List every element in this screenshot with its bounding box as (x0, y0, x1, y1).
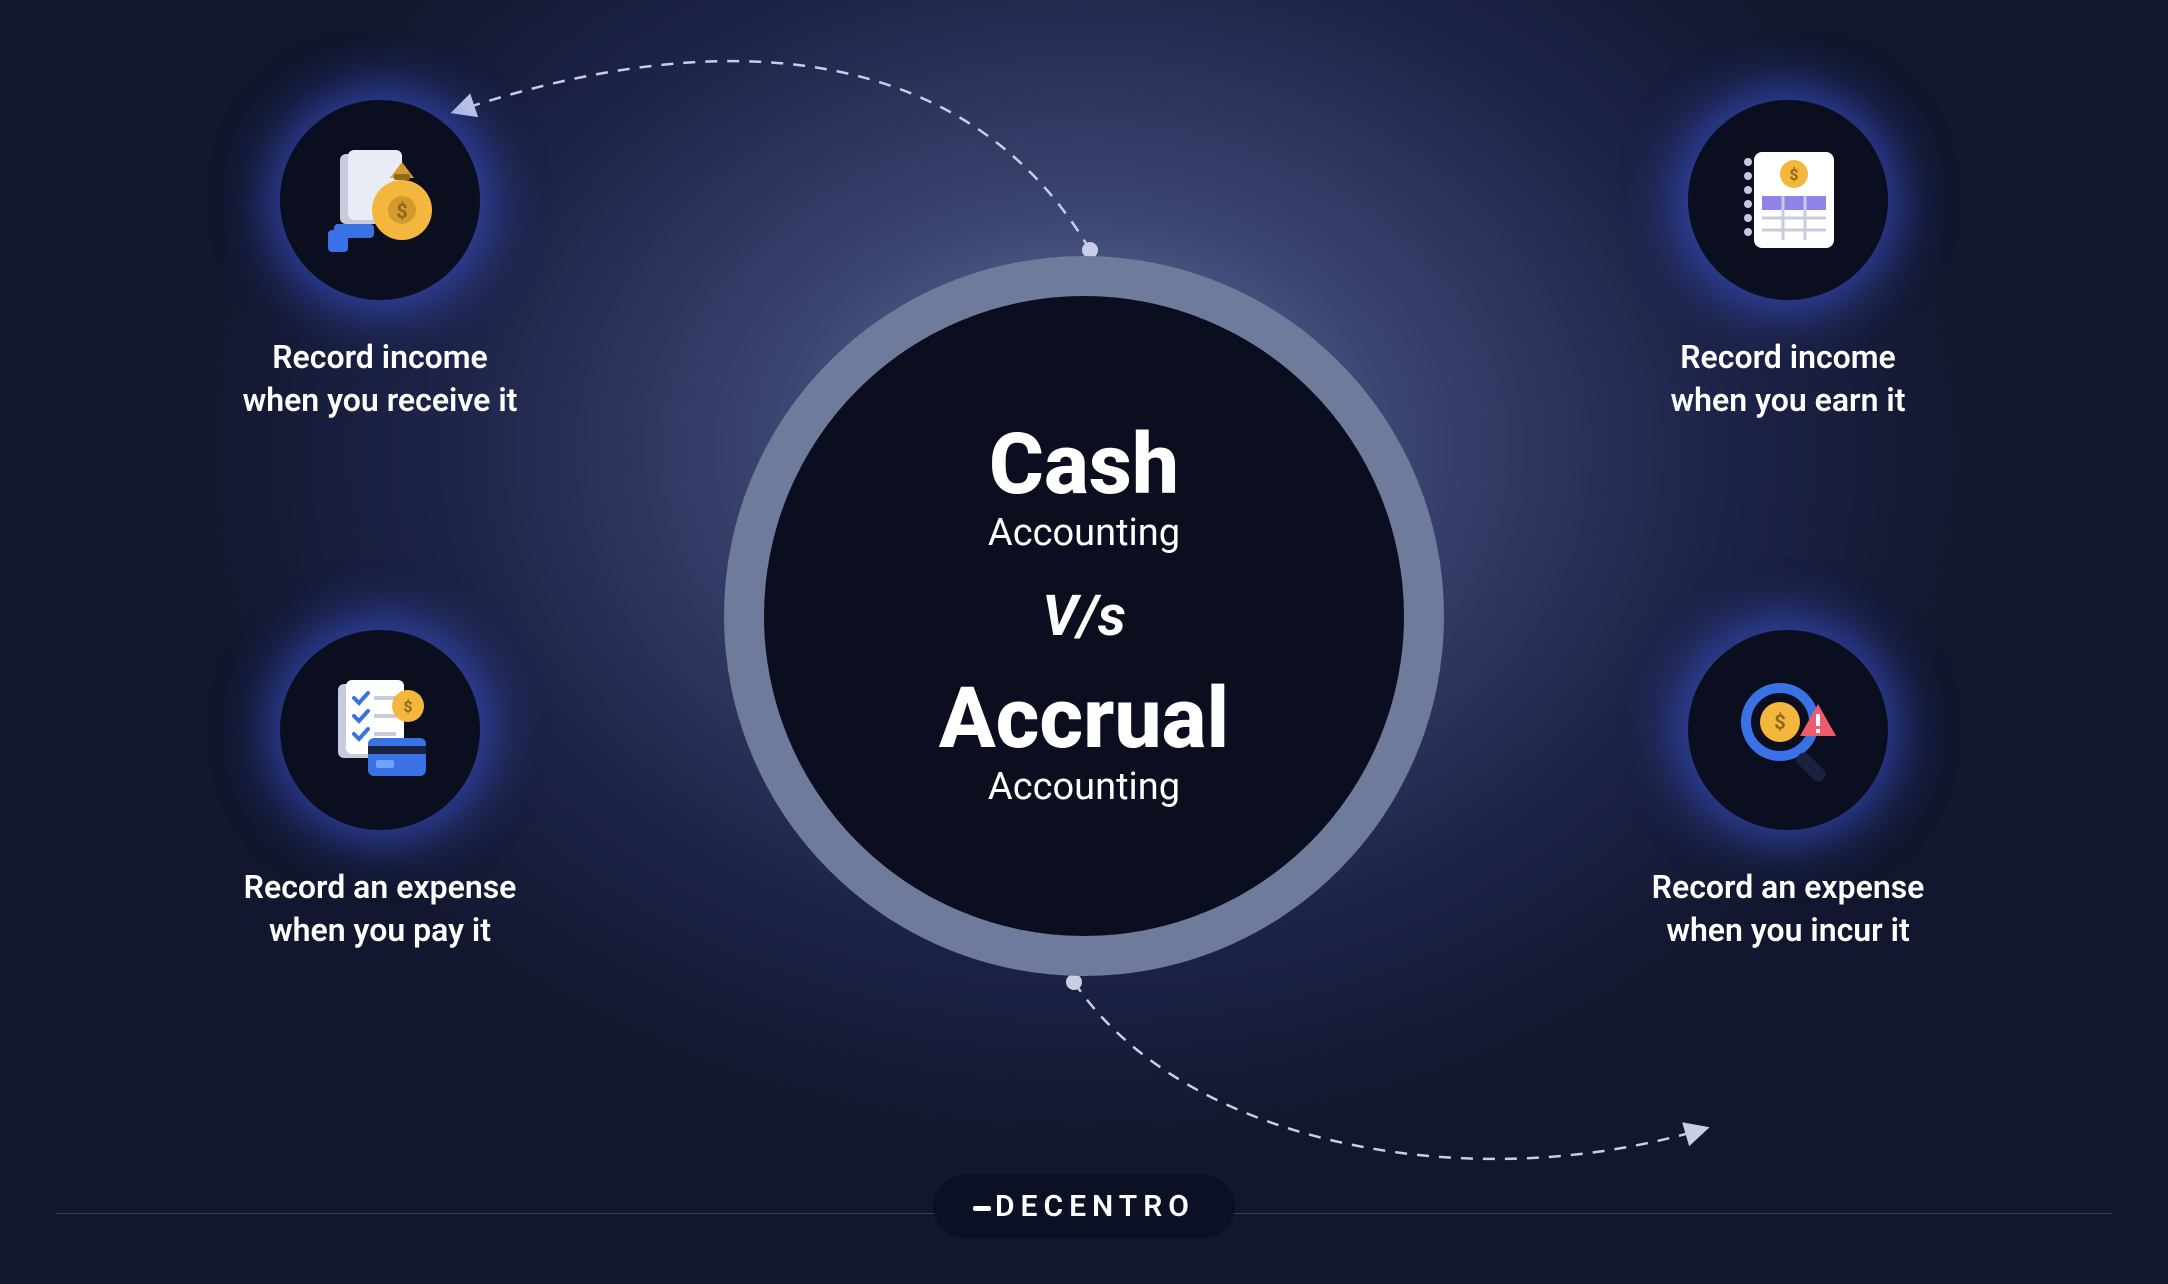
invoice-card-icon: $ (280, 630, 480, 830)
node-caption: Record an expense when you pay it (244, 866, 517, 952)
svg-text:$: $ (403, 697, 412, 716)
caption-line: when you earn it (1671, 379, 1906, 422)
ledger-notebook-icon: $ (1688, 100, 1888, 300)
infographic-canvas: Cash Accounting V/s Accrual Accounting $ (0, 0, 2168, 1284)
bottom-arc (1074, 982, 1700, 1159)
node-caption: Record income when you receive it (243, 336, 518, 422)
bottom-arc-dot (1066, 974, 1082, 990)
brand-logo: DECENTRO (933, 1175, 1235, 1238)
center-circle: Cash Accounting V/s Accrual Accounting (724, 256, 1444, 976)
money-bag-icon: $ (280, 100, 480, 300)
caption-line: Record an expense (244, 866, 517, 909)
node-caption: Record an expense when you incur it (1652, 866, 1925, 952)
brand-logo-dash (973, 1206, 991, 1211)
node-cash-income: $ Record income when you receive it (170, 100, 590, 422)
caption-line: Record an expense (1652, 866, 1925, 909)
accrual-heading: Accrual (939, 677, 1229, 761)
accrual-subheading: Accounting (988, 765, 1180, 809)
cash-heading: Cash (989, 423, 1179, 507)
node-caption: Record income when you earn it (1671, 336, 1906, 422)
caption-line: when you receive it (243, 379, 518, 422)
svg-text:$: $ (1789, 165, 1798, 184)
svg-text:$: $ (1774, 710, 1785, 734)
magnify-coin-alert-icon: $ (1688, 630, 1888, 830)
caption-line: Record income (243, 336, 518, 379)
svg-text:$: $ (396, 199, 407, 223)
caption-line: Record income (1671, 336, 1906, 379)
center-circle-inner: Cash Accounting V/s Accrual Accounting (764, 296, 1404, 936)
node-accrual-income: $ Record income when you earn it (1578, 100, 1998, 422)
cash-subheading: Accounting (988, 511, 1180, 555)
node-cash-expense: $ Record an expense when you pay it (170, 630, 590, 952)
node-accrual-expense: $ Record an expense when you incur it (1578, 630, 1998, 952)
caption-line: when you pay it (244, 909, 517, 952)
versus-label: V/s (1042, 583, 1126, 649)
caption-line: when you incur it (1652, 909, 1925, 952)
brand-name: DECENTRO (995, 1189, 1195, 1224)
